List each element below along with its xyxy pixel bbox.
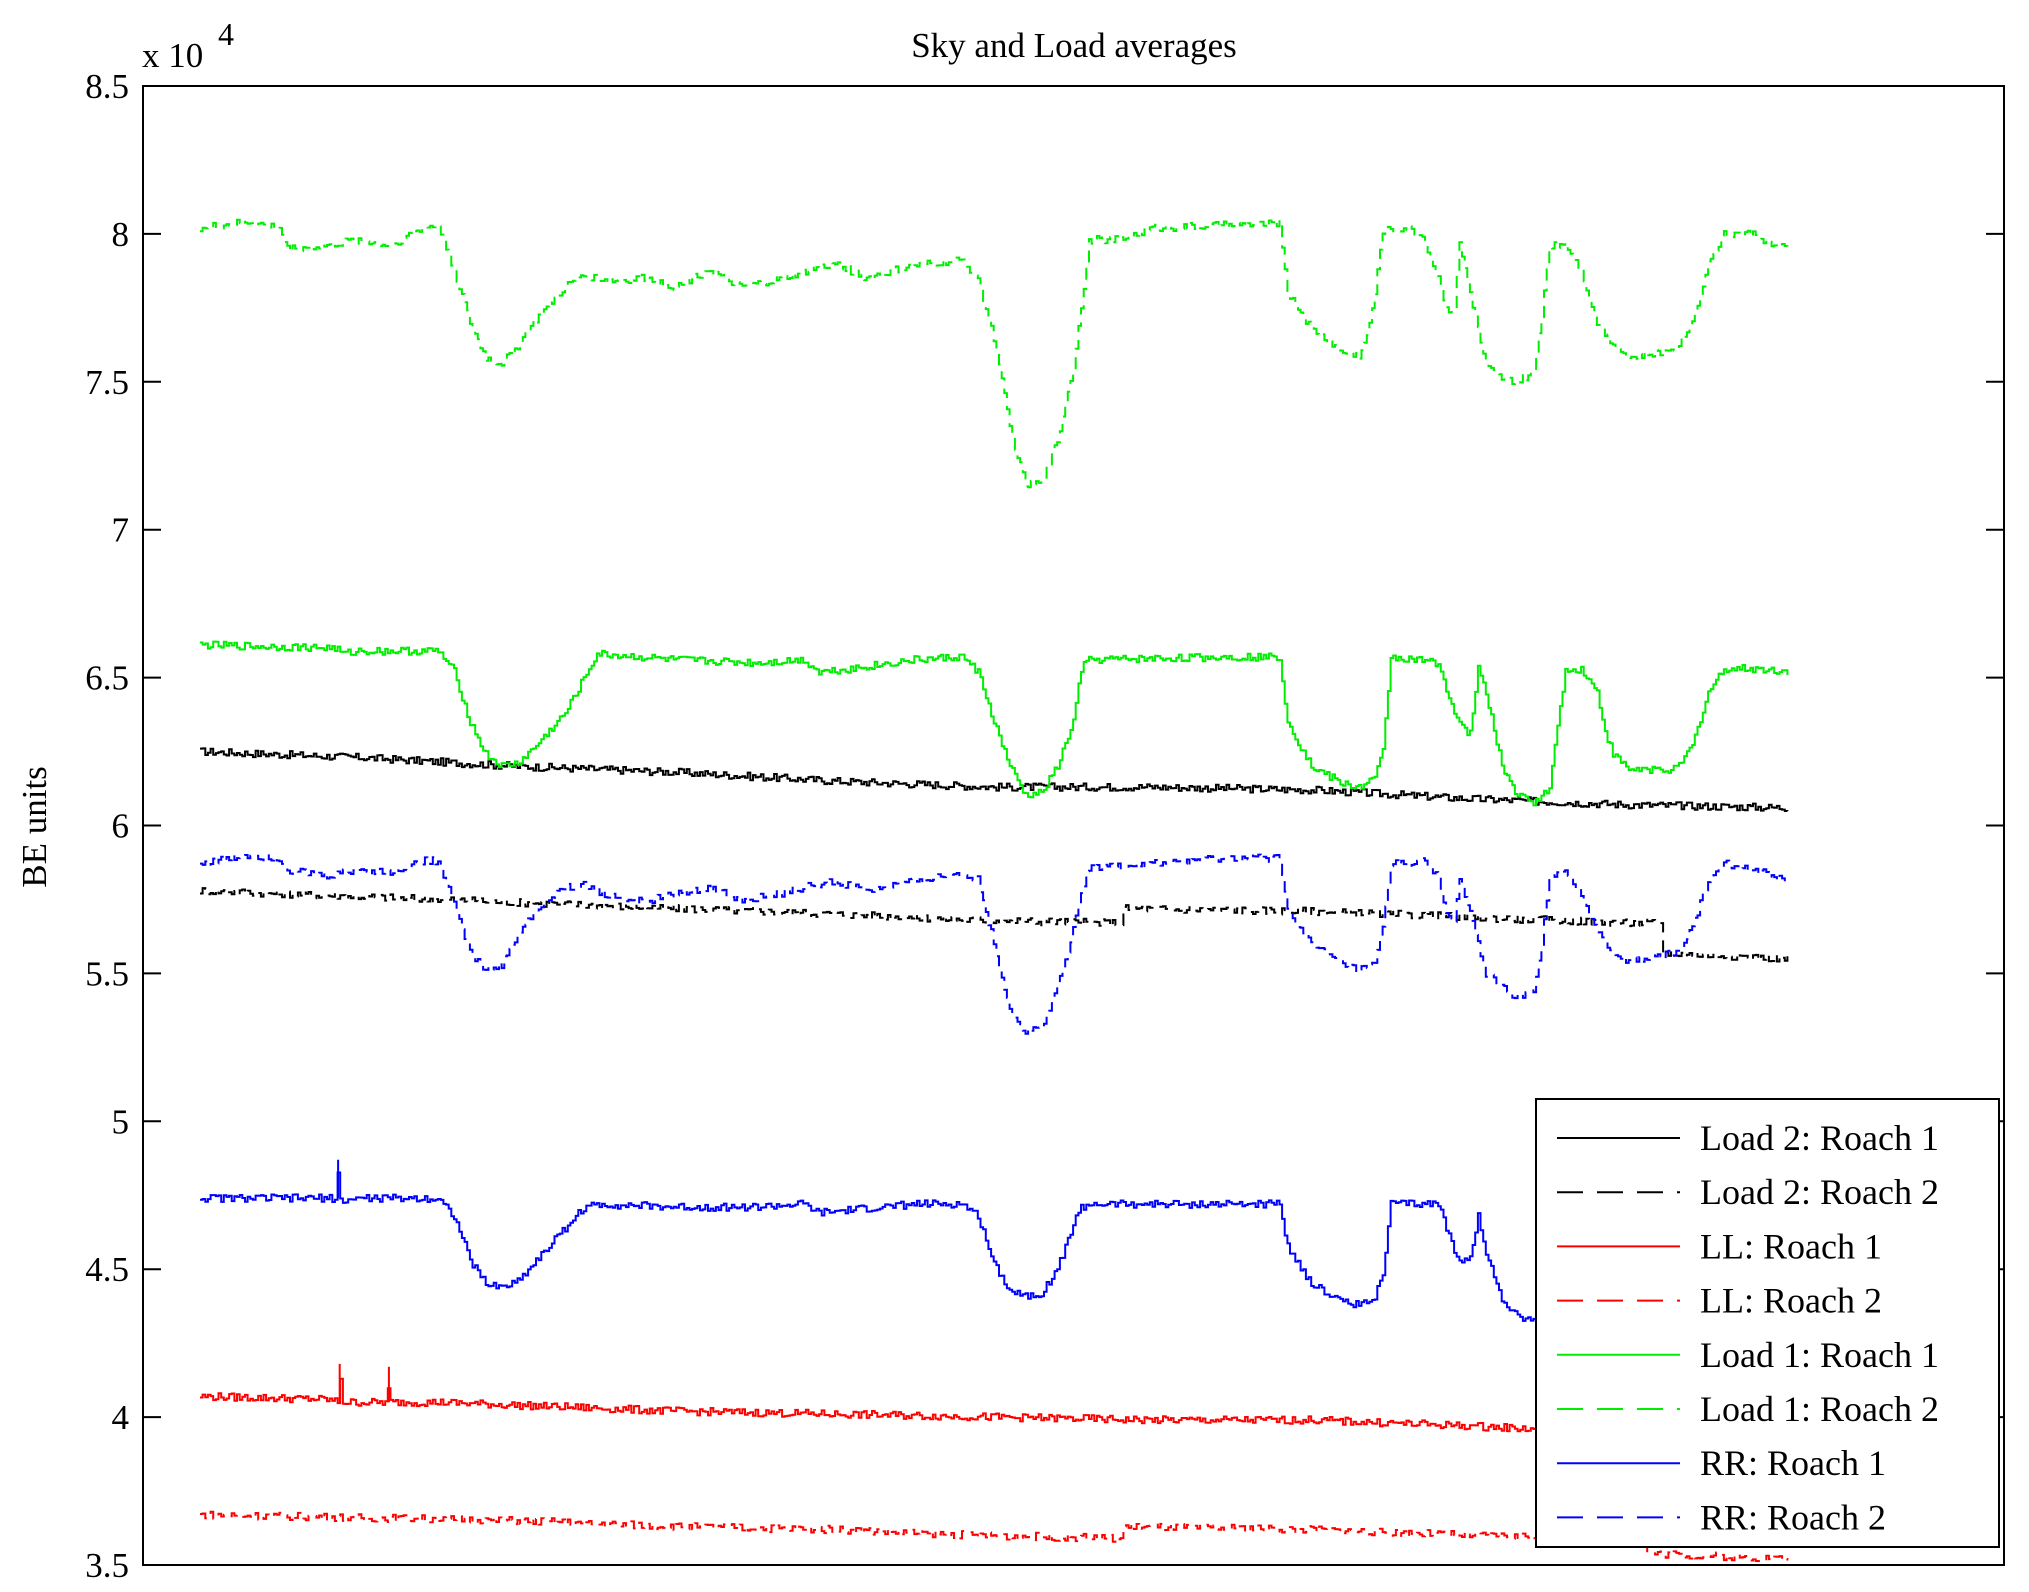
y-axis-label: BE units [15,766,54,888]
y-tick-label: 3.5 [85,1546,129,1585]
legend-label: Load 2: Roach 2 [1700,1172,1939,1212]
y-tick-label: 4.5 [85,1250,129,1289]
legend: Load 2: Roach 1 Load 2: Roach 2 LL: Roach … [1535,1098,2000,1548]
y-tick-label: 8 [112,215,130,254]
axes: 3.5 4 4.5 5 5.5 6 6.5 7 7.5 8 8.5 [85,67,2005,1585]
legend-entries: Load 2: Roach 1 Load 2: Roach 2 LL: Roach … [1557,1118,1939,1537]
y-tick-label: 6 [112,807,130,846]
series-line-load-2-roach-1 [200,747,1789,812]
legend-label: Load 1: Roach 1 [1700,1335,1939,1375]
legend-label: LL: Roach 1 [1700,1226,1882,1266]
series-line-ll-roach-1 [200,1377,1646,1436]
legend-box [1535,1098,2000,1548]
y-multiplier-base: x 10 [142,36,203,75]
series-line-rr-roach-1 [200,1171,1598,1322]
y-tick-label: 8.5 [85,67,129,106]
chart-title: Sky and Load averages [911,26,1237,65]
y-tick-label: 7 [112,511,130,550]
series-line-ll-roach-2 [200,1510,1789,1563]
y-multiplier-exponent: 4 [218,16,234,52]
legend-label: Load 2: Roach 1 [1700,1118,1939,1158]
y-tick-label: 5.5 [85,954,129,993]
legend-label: RR: Roach 1 [1700,1443,1886,1483]
legend-label: RR: Roach 2 [1700,1497,1886,1537]
series-line-rr-roach-2 [200,853,1789,1035]
series-line-load-2-roach-2 [200,887,1789,963]
series-line-load-1-roach-1 [200,640,1789,807]
y-tick-label: 7.5 [85,363,129,402]
series-layer [200,218,1789,1563]
y-tick-label: 6.5 [85,659,129,698]
y-tick-label: 5 [112,1102,130,1141]
legend-label: LL: Roach 2 [1700,1281,1882,1321]
legend-label: Load 1: Roach 2 [1700,1389,1939,1429]
y-tick-label: 4 [112,1398,130,1437]
series-line-load-1-roach-2 [200,218,1789,489]
